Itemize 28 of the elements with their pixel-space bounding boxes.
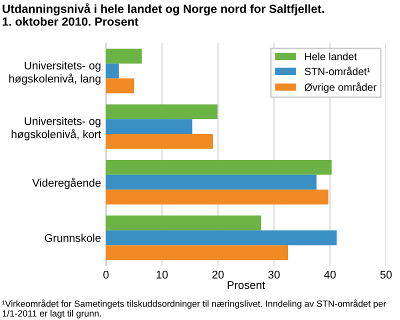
- bar: [106, 245, 288, 260]
- x-tick-label: 40: [324, 270, 336, 279]
- x-tick-label: 0: [103, 270, 109, 279]
- bar: [106, 230, 337, 246]
- bar: [106, 190, 328, 204]
- bar: [106, 174, 317, 190]
- chart-title: Utdanningsnivå i hele landet og Norge nord for Saltfjellet. 1. oktober 2010. Prosent: [2, 3, 324, 26]
- bar: [106, 48, 142, 64]
- bar: [106, 134, 213, 149]
- y-tick-label: Grunnskole: [44, 234, 101, 242]
- bar: [106, 119, 192, 134]
- bar: [106, 64, 119, 78]
- x-tick-label: 50: [380, 270, 392, 279]
- x-tick-label: 20: [212, 270, 224, 279]
- legend-label: Hele landet: [305, 52, 357, 60]
- x-axis-title: Prosent: [228, 281, 266, 289]
- y-tick-label: Videregående: [32, 178, 101, 189]
- bar: [106, 104, 218, 120]
- text: ¹Virkeområdet for Sametingets tilskuddsordninger til næringslivet. Inndeling av STN-området per 1/1-2011 er lagt til grunn.: [2, 300, 386, 318]
- x-tick-label: 30: [268, 270, 280, 279]
- y-tick-label: Universitets- og høgskolenivå, lang: [9, 61, 100, 85]
- y-tick-label: Universitets- og høgskolenivå, kort: [12, 116, 102, 140]
- legend-label: STN-området¹: [304, 66, 370, 76]
- bar: [106, 160, 332, 175]
- legend-label: Øvrige områder: [304, 82, 376, 93]
- x-tick-label: 10: [156, 270, 168, 279]
- bar: [106, 78, 134, 94]
- bar: [106, 216, 262, 230]
